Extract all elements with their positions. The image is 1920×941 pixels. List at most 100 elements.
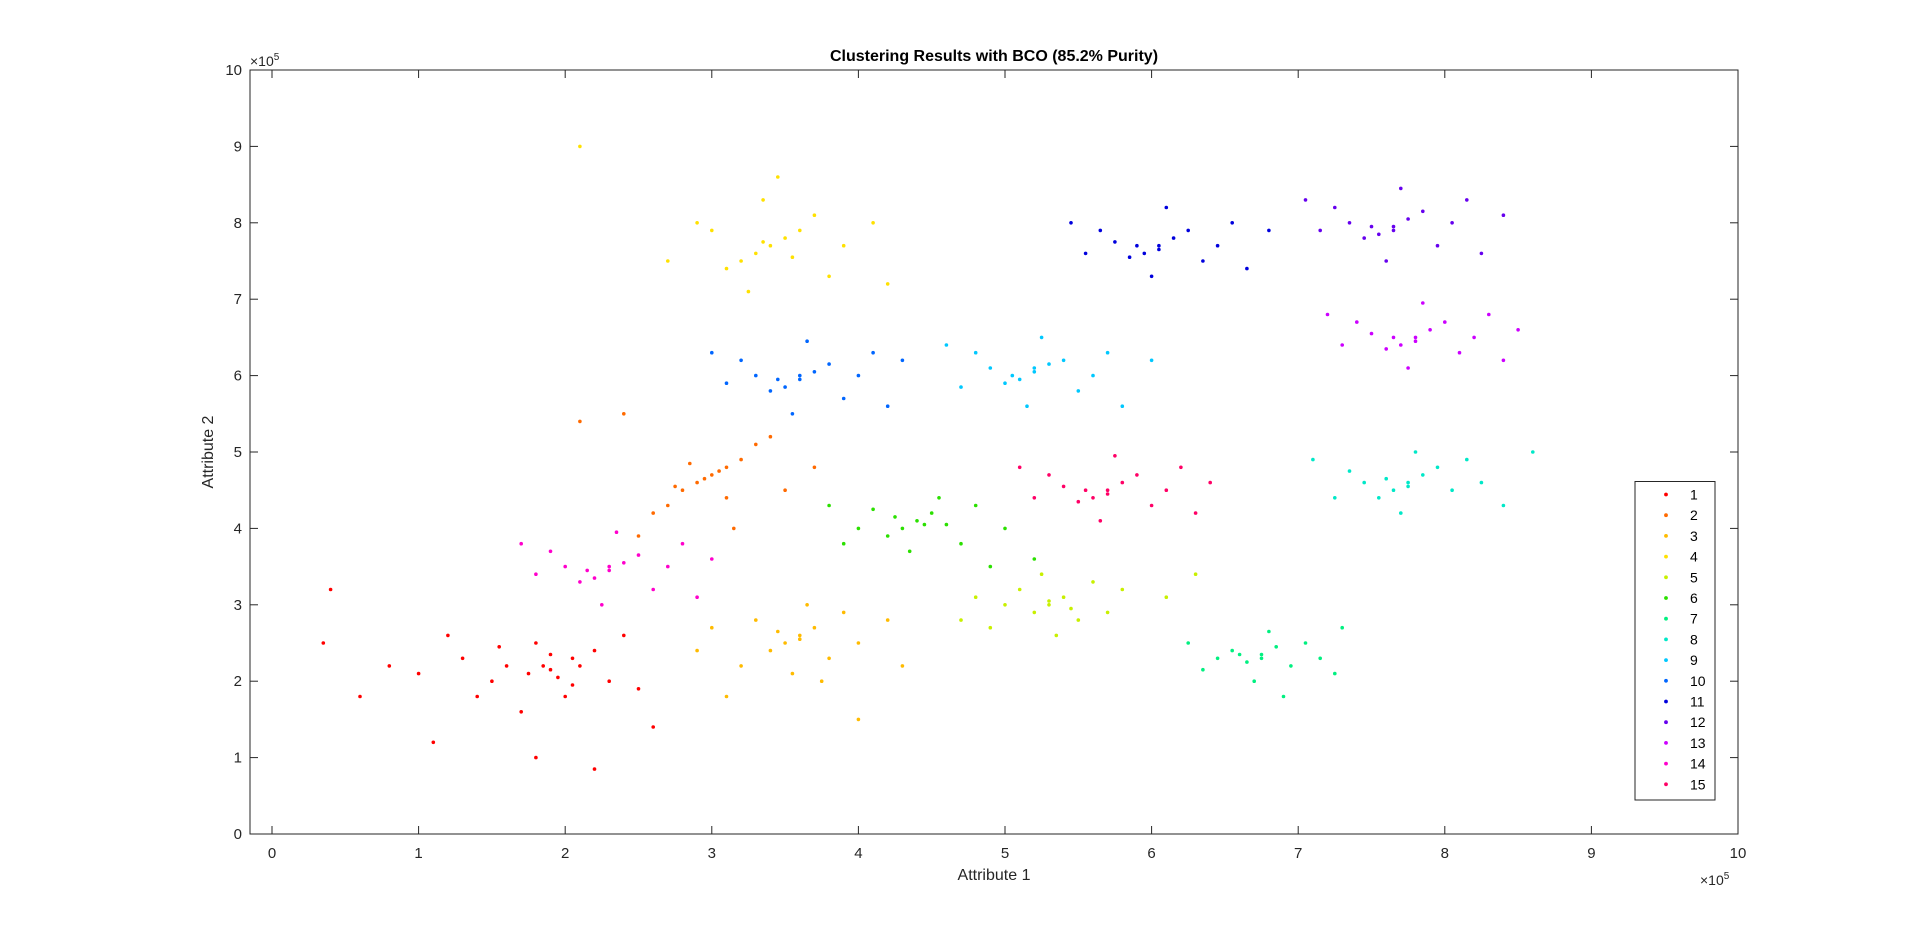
data-point [783,641,787,645]
data-point [1318,656,1322,661]
data-point [776,629,780,634]
data-point [1413,450,1418,454]
data-point [680,488,685,493]
data-point [1531,450,1535,454]
data-point [1142,251,1147,256]
legend-marker [1664,534,1668,538]
data-point [1149,503,1154,508]
x-tick-label: 1 [414,845,422,862]
data-point [600,603,604,607]
data-point [871,507,875,512]
legend-marker [1664,658,1668,662]
legend-marker [1664,637,1668,642]
series-5 [959,572,1198,638]
data-point [666,564,670,569]
data-point [578,664,582,668]
data-point [460,656,465,661]
x-tick-label: 6 [1147,845,1155,862]
data-point [1289,664,1293,668]
data-point [1215,243,1220,248]
data-point [1010,373,1015,378]
legend-item: 14 [1664,756,1706,772]
data-point [490,679,494,683]
data-point [1399,186,1403,191]
data-point [1399,511,1403,515]
data-point [688,461,692,466]
data-point [328,587,333,592]
legend-label: 2 [1690,507,1698,523]
data-point [695,480,699,485]
legend-item: 1 [1664,487,1698,503]
data-point [841,541,846,546]
data-point [776,175,780,179]
legend-label: 7 [1690,611,1698,627]
data-point [1135,243,1139,248]
legend-label: 3 [1690,528,1698,544]
legend-item: 8 [1664,631,1698,647]
data-point [790,412,795,416]
legend-label: 12 [1690,714,1706,730]
legend-label: 15 [1690,776,1706,792]
data-point [776,377,780,382]
data-point [1369,224,1374,229]
data-point [1201,259,1205,263]
data-point [651,725,655,729]
data-point [900,358,905,363]
series-14 [519,530,714,607]
data-point [607,679,611,683]
data-point [1347,221,1352,225]
data-point [827,503,831,508]
data-point [1274,645,1278,649]
legend-item: 13 [1664,735,1706,751]
y-tick-label: 2 [234,673,242,690]
data-point [1105,610,1110,615]
legend-label: 9 [1690,652,1698,668]
data-point [1017,465,1022,470]
data-point [841,396,846,401]
data-point [1047,599,1051,603]
data-point [856,717,861,722]
data-point [666,259,670,263]
legend-marker [1664,513,1668,518]
x-tick-label: 8 [1441,845,1449,862]
data-point [885,534,890,538]
data-point [754,373,758,378]
data-point [1450,221,1454,225]
legend-marker [1664,554,1668,559]
data-point [1479,251,1484,256]
data-point [1406,217,1410,221]
data-point [1391,224,1396,229]
legend-marker [1664,761,1668,766]
legend-marker [1664,782,1668,787]
data-point [798,377,802,382]
data-point [475,694,480,699]
data-point [798,633,802,638]
data-point [1413,335,1418,340]
x-axis-label: Attribute 1 [958,867,1031,884]
data-point [915,519,919,523]
data-point [666,503,670,508]
data-point [1501,358,1506,363]
data-point [1501,503,1506,508]
data-point [1032,366,1037,370]
data-point [1347,469,1352,473]
data-point [534,755,538,760]
data-point [1054,633,1059,638]
data-point [1252,679,1256,683]
data-point [563,694,567,699]
data-point [1157,243,1161,248]
y-axis-label: Attribute 2 [200,415,217,488]
data-point [1318,228,1322,233]
data-point [358,694,362,699]
legend-label: 10 [1690,673,1706,689]
data-point [1047,473,1051,477]
data-point [944,343,949,347]
y-tick-label: 6 [234,368,242,385]
chart-title: Clustering Results with BCO (85.2% Purit… [830,48,1158,65]
data-point [1083,488,1088,493]
x-tick-label: 5 [1001,845,1009,862]
data-point [973,350,978,355]
data-point [885,618,890,622]
data-point [695,595,699,599]
